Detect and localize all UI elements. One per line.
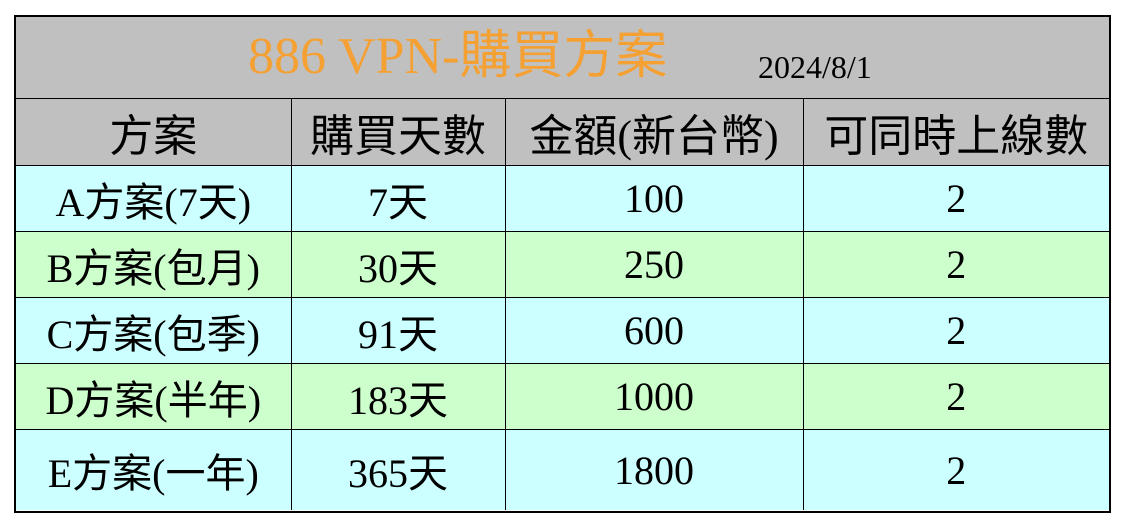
cell-days: 365天 [290,429,506,510]
cell-days: 183天 [290,363,506,430]
header-price: 金額(新台幣) [504,99,804,166]
pricing-sheet: 886 VPN-購買方案 2024/8/1 方案 購買天數 金額(新台幣) 可同… [14,15,1111,513]
cell-price: 250 [504,231,804,298]
cell-price: 600 [504,297,804,364]
cell-days: 91天 [290,297,506,364]
header-concurrent: 可同時上線數 [802,99,1109,166]
cell-plan: D方案(半年) [16,363,292,430]
cell-price: 1000 [504,363,804,430]
header-days: 購買天數 [290,99,506,166]
cell-plan: B方案(包月) [16,231,292,298]
table-row: E方案(一年) 365天 1800 2 [16,429,1109,510]
cell-price: 1800 [504,429,804,510]
cell-concurrent: 2 [802,165,1109,232]
cell-concurrent: 2 [802,297,1109,364]
cell-days: 30天 [290,231,506,298]
table-row: B方案(包月) 30天 250 2 [16,231,1109,298]
table-row: C方案(包季) 91天 600 2 [16,297,1109,364]
cell-concurrent: 2 [802,429,1109,510]
cell-plan: A方案(7天) [16,165,292,232]
cell-days: 7天 [290,165,506,232]
cell-price: 100 [504,165,804,232]
table-row: A方案(7天) 7天 100 2 [16,165,1109,232]
header-plan: 方案 [16,99,292,166]
cell-plan: E方案(一年) [16,429,292,510]
table-row: D方案(半年) 183天 1000 2 [16,363,1109,430]
cell-plan: C方案(包季) [16,297,292,364]
cell-concurrent: 2 [802,363,1109,430]
page-title: 886 VPN-購買方案 [248,28,668,85]
title-date: 2024/8/1 [758,49,872,85]
title-banner: 886 VPN-購買方案 2024/8/1 [16,17,1109,99]
plans-table: 方案 購買天數 金額(新台幣) 可同時上線數 A方案(7天) 7天 100 2 … [16,99,1109,510]
table-header-row: 方案 購買天數 金額(新台幣) 可同時上線數 [16,99,1109,166]
cell-concurrent: 2 [802,231,1109,298]
